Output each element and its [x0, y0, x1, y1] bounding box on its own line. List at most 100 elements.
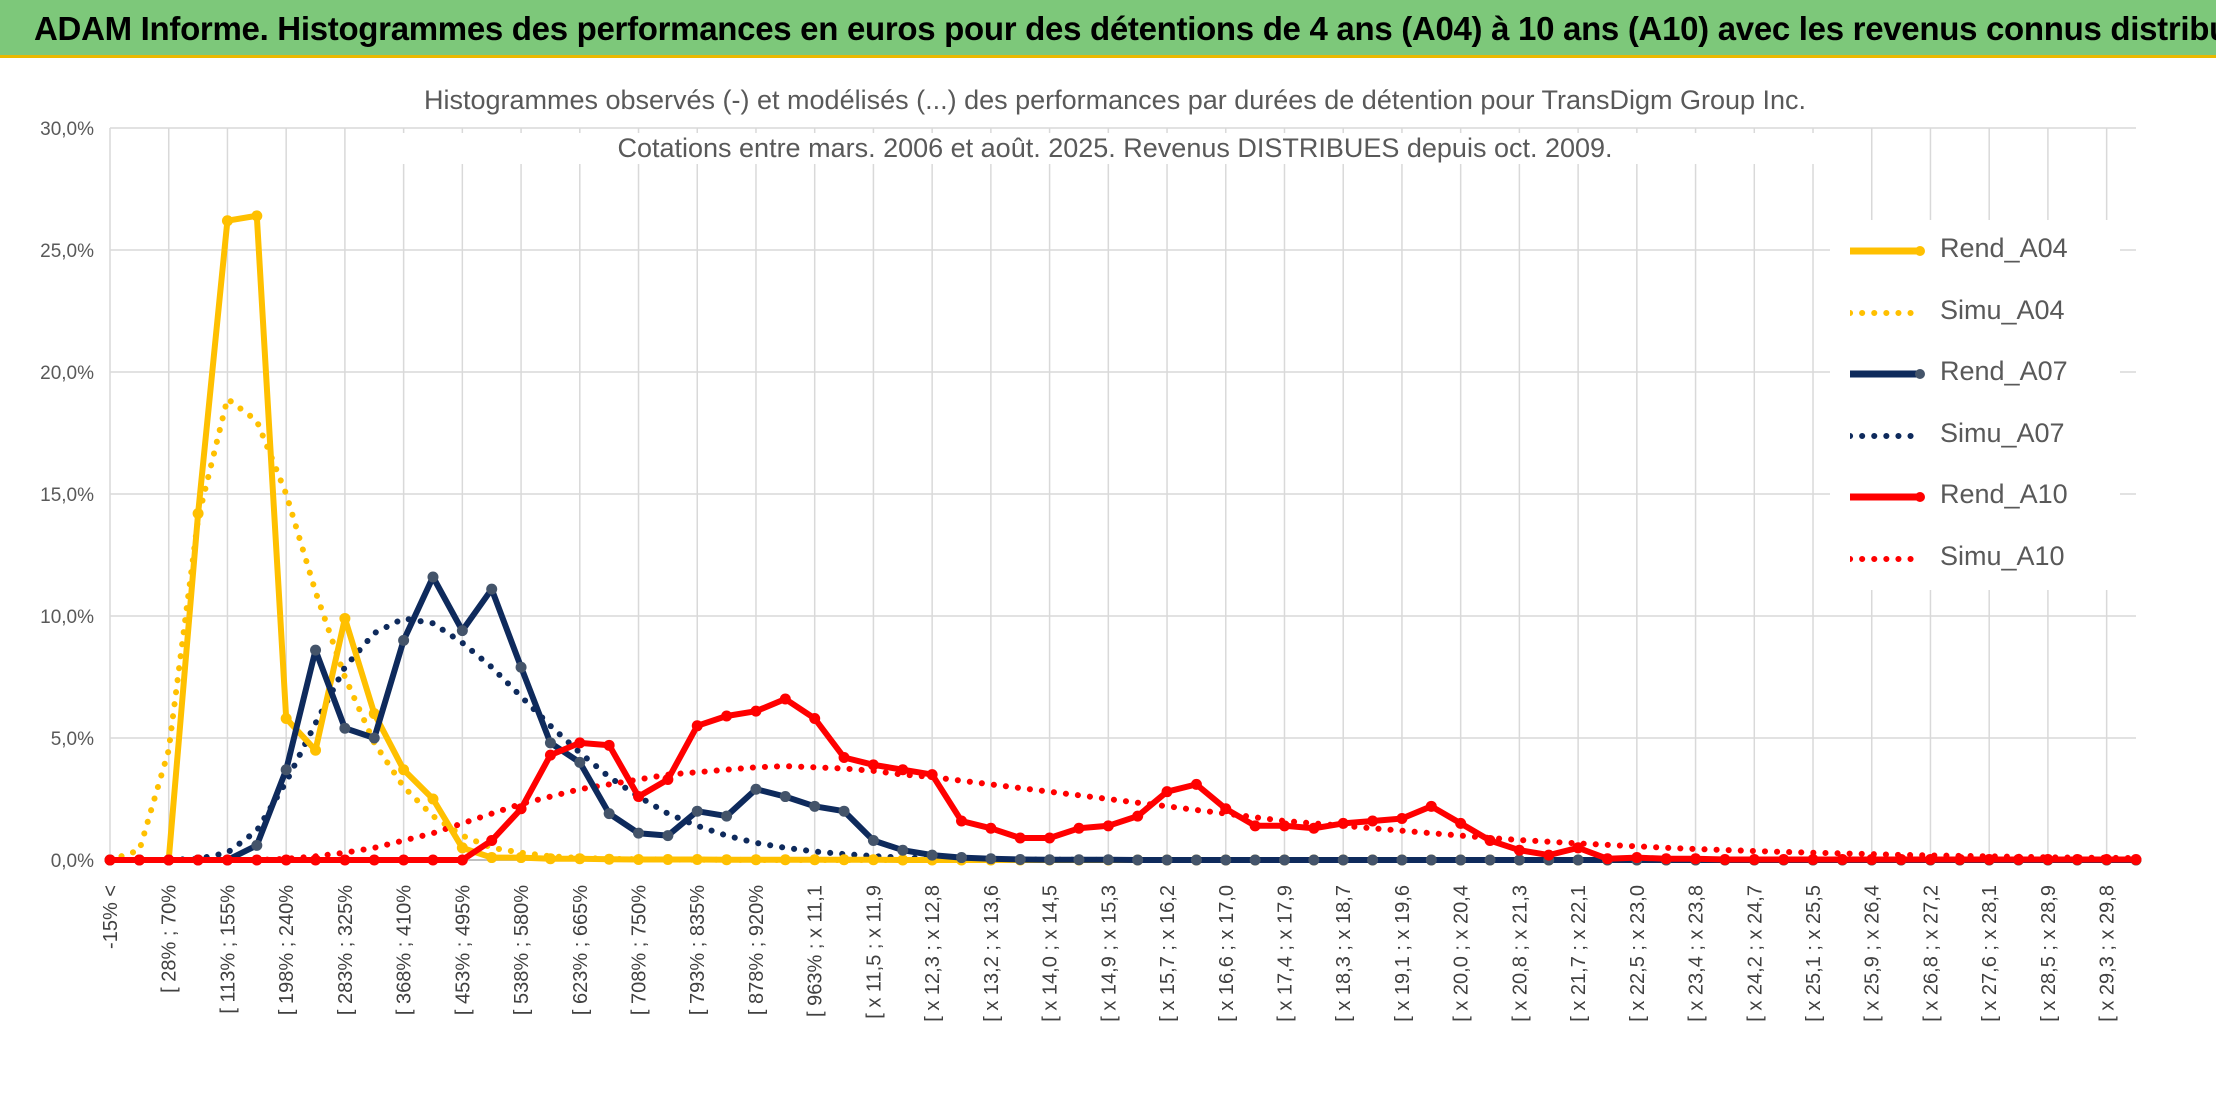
- data-point-rend-a04: [486, 852, 498, 864]
- data-point-rend-a10: [1278, 820, 1290, 832]
- data-point-rend-a10: [956, 815, 968, 827]
- legend-item-simu-a04: Simu_A04: [1830, 292, 2120, 332]
- legend-swatch-rend-a10: [1850, 492, 1925, 502]
- data-point-rend-a07: [867, 834, 879, 846]
- data-point-rend-a04: [192, 508, 204, 520]
- data-point-rend-a04: [280, 712, 292, 724]
- data-point-rend-a10: [1836, 854, 1848, 866]
- data-point-rend-a10: [1425, 800, 1437, 812]
- data-point-rend-a07: [633, 827, 645, 839]
- data-point-rend-a07: [1425, 854, 1437, 866]
- x-tick-label: [ x 19,1 ; x 19,6: [1392, 885, 1414, 1022]
- data-point-rend-a04: [544, 853, 556, 865]
- data-point-rend-a07: [691, 805, 703, 817]
- data-point-rend-a10: [1895, 854, 1907, 866]
- data-point-rend-a04: [368, 708, 380, 720]
- data-point-rend-a07: [1014, 854, 1026, 866]
- data-point-rend-a10: [486, 834, 498, 846]
- x-tick-label: -15% <: [100, 885, 122, 949]
- legend-label-rend-a04: Rend_A04: [1940, 233, 2068, 263]
- data-point-rend-a10: [427, 854, 439, 866]
- series-rend-a10: [104, 693, 2142, 866]
- data-point-rend-a07: [1190, 854, 1202, 866]
- data-point-rend-a10: [1543, 849, 1555, 861]
- data-point-rend-a10: [2130, 854, 2142, 866]
- data-point-rend-a07: [515, 661, 527, 673]
- data-point-rend-a07: [1484, 854, 1496, 866]
- x-tick-label: [ x 25,9 ; x 26,4: [1862, 885, 1884, 1022]
- data-point-rend-a07: [1337, 854, 1349, 866]
- data-point-rend-a10: [691, 720, 703, 732]
- data-point-rend-a10: [310, 854, 322, 866]
- data-point-rend-a04: [838, 854, 850, 866]
- report-title: ADAM Informe. Histogrammes des performan…: [34, 10, 2216, 47]
- x-tick-label: [ x 12,3 ; x 12,8: [922, 885, 944, 1022]
- y-tick-label: 10,0%: [40, 607, 94, 628]
- data-point-rend-a04: [251, 210, 263, 222]
- data-point-rend-a10: [897, 764, 909, 776]
- legend-item-rend-a04: Rend_A04: [1830, 230, 2120, 270]
- data-point-rend-a07: [1102, 854, 1114, 866]
- data-point-rend-a07: [574, 756, 586, 768]
- data-point-rend-a10: [192, 854, 204, 866]
- data-point-rend-a10: [838, 752, 850, 764]
- data-point-rend-a10: [1807, 854, 1819, 866]
- data-point-rend-a04: [897, 854, 909, 866]
- data-point-rend-a10: [2013, 854, 2025, 866]
- data-point-rend-a10: [456, 854, 468, 866]
- data-point-rend-a04: [867, 854, 879, 866]
- data-point-rend-a04: [691, 854, 703, 866]
- legend-swatch-simu-a10: [1850, 556, 1925, 562]
- chart-legend: Rend_A04 Simu_A04 Rend_A07 Simu_A07 Rend…: [1830, 220, 2120, 590]
- data-point-rend-a10: [1308, 822, 1320, 834]
- data-point-rend-a10: [1924, 854, 1936, 866]
- legend-swatch-rend-a07: [1850, 369, 1925, 379]
- x-tick-label: [ 198% ; 240%: [276, 885, 298, 1015]
- x-tick-label: [ x 26,8 ; x 27,2: [1920, 885, 1942, 1022]
- data-point-rend-a07: [1220, 854, 1232, 866]
- data-point-rend-a07: [1132, 854, 1144, 866]
- data-point-rend-a07: [1572, 854, 1584, 866]
- legend-swatch-simu-a07: [1850, 433, 1925, 439]
- x-tick-label: [ 283% ; 325%: [335, 885, 357, 1015]
- data-point-rend-a10: [1249, 820, 1261, 832]
- data-point-rend-a10: [133, 854, 145, 866]
- x-tick-label: [ x 18,3 ; x 18,7: [1333, 885, 1355, 1022]
- legend-label-rend-a07: Rend_A07: [1940, 356, 2068, 386]
- data-point-rend-a04: [398, 764, 410, 776]
- data-point-rend-a07: [779, 791, 791, 803]
- legend-label-simu-a10: Simu_A10: [1940, 541, 2065, 571]
- series-line-rend-a10: [110, 696, 2136, 863]
- data-point-rend-a07: [809, 800, 821, 812]
- data-point-rend-a10: [721, 710, 733, 722]
- data-point-rend-a04: [779, 854, 791, 866]
- data-point-rend-a10: [750, 705, 762, 717]
- x-tick-label: [ x 22,5 ; x 23,0: [1627, 885, 1649, 1022]
- x-tick-label: [ x 29,3 ; x 29,8: [2097, 885, 2119, 1022]
- data-point-rend-a10: [574, 737, 586, 749]
- data-point-rend-a07: [1073, 854, 1085, 866]
- report-banner: ADAM Informe. Histogrammes des performan…: [0, 0, 2216, 58]
- legend-label-simu-a04: Simu_A04: [1940, 295, 2065, 325]
- data-point-rend-a07: [838, 805, 850, 817]
- data-point-rend-a07: [926, 849, 938, 861]
- x-tick-label: [ 793% ; 835%: [687, 885, 709, 1015]
- data-point-rend-a10: [1748, 854, 1760, 866]
- y-tick-label: 30,0%: [40, 119, 94, 140]
- x-tick-label: [ 538% ; 580%: [511, 885, 533, 1015]
- legend-item-rend-a07: Rend_A07: [1830, 353, 2120, 393]
- data-point-rend-a10: [1014, 832, 1026, 844]
- data-point-rend-a10: [809, 712, 821, 724]
- chart-title: Histogrammes observés (-) et modélisés (…: [360, 85, 1870, 116]
- data-point-rend-a07: [339, 722, 351, 734]
- data-point-rend-a10: [985, 822, 997, 834]
- data-point-rend-a10: [1161, 786, 1173, 798]
- data-point-rend-a10: [1337, 817, 1349, 829]
- x-tick-label: [ 963% ; x 11,1: [805, 885, 827, 1017]
- data-point-rend-a10: [1660, 853, 1672, 865]
- data-point-rend-a10: [368, 854, 380, 866]
- data-point-rend-a10: [1513, 844, 1525, 856]
- data-point-rend-a07: [251, 839, 263, 851]
- data-point-rend-a07: [456, 625, 468, 637]
- data-point-rend-a07: [662, 830, 674, 842]
